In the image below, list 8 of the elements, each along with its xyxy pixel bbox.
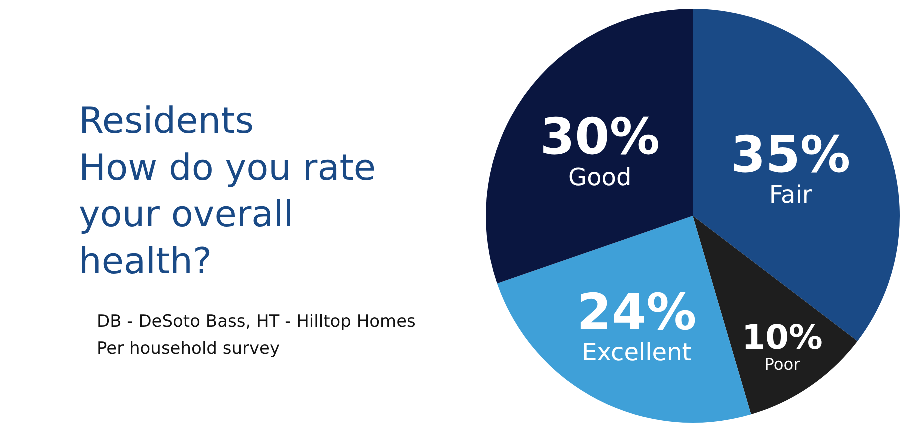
text: Per household survey	[97, 339, 280, 359]
text: DB - DeSoto Bass, HT - Hilltop Homes	[97, 312, 416, 332]
text: Residents How do you rate your overall health?	[79, 101, 376, 282]
data-label: 35%	[730, 126, 851, 184]
pie-slice	[486, 9, 693, 284]
slice-label: Poor	[764, 355, 801, 374]
slice-label: Fair	[769, 181, 812, 210]
data-label: 10%	[742, 318, 823, 357]
